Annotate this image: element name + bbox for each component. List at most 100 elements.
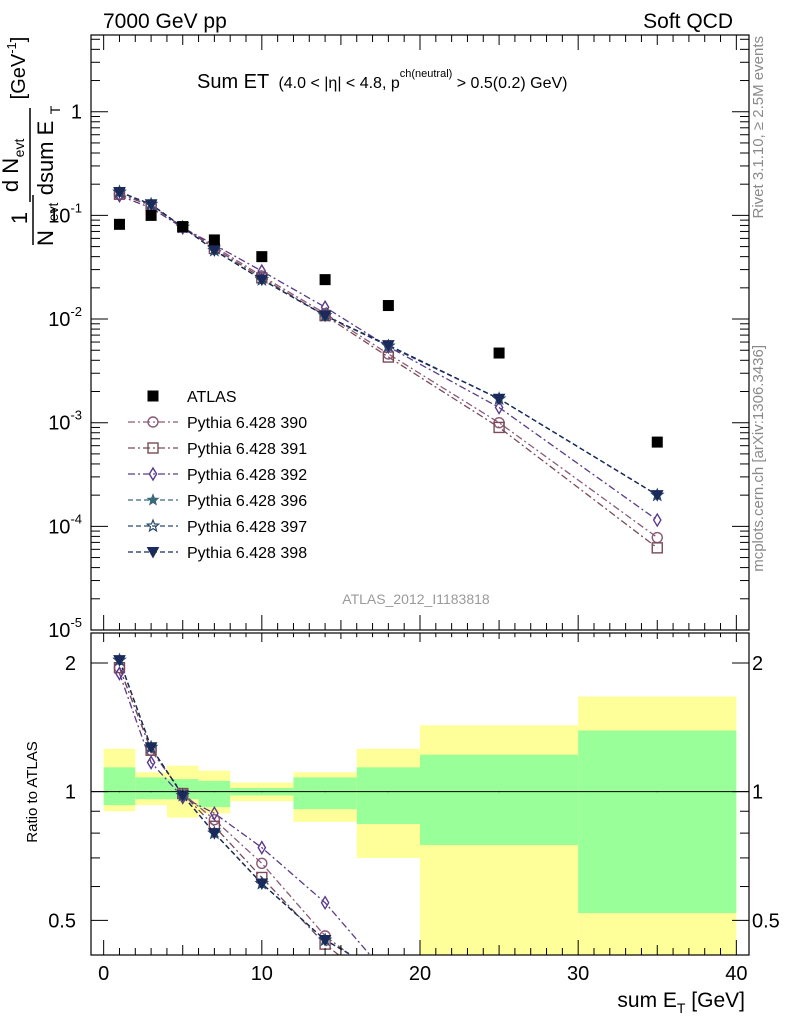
main-series xyxy=(112,184,665,554)
xlabel-sub: T xyxy=(677,1000,686,1016)
legend-label-2: Pythia 6.428 392 xyxy=(187,467,307,484)
ratio-y-tick-label: 2 xyxy=(65,653,76,675)
x-tick-label: 40 xyxy=(725,963,747,985)
legend-marker-5 xyxy=(146,547,160,559)
ratio-y-tick-label: 0.5 xyxy=(48,910,76,932)
ylabel-one: 1 xyxy=(7,212,32,224)
main-title-mid: | < 4.8, p xyxy=(337,75,400,92)
atlas-data-point xyxy=(493,347,505,359)
legend-marker-1 xyxy=(147,442,159,454)
ratio-series-2-point xyxy=(209,805,219,821)
atlas-data-point xyxy=(651,436,663,448)
y-tick-label-exp: -3 xyxy=(70,408,82,423)
ratio-series-0-point xyxy=(208,813,221,826)
main-title-lead: (4.0 < | xyxy=(278,75,328,92)
main-series-5-point xyxy=(650,490,664,502)
y-tick-label-base: 10 xyxy=(48,413,70,435)
ratio-series-0-point xyxy=(383,979,393,989)
y-tick-label-base: 10 xyxy=(48,620,70,642)
ratio-y-tick-label: 1 xyxy=(65,782,76,804)
main-series-1-point xyxy=(493,421,505,434)
side-text-bottom: mcplots.cern.ch [arXiv:1306.3436] xyxy=(750,345,767,572)
ratio-series-1-point xyxy=(383,990,393,1000)
ratio-series-0-point xyxy=(256,857,268,869)
ratio-data-point xyxy=(150,791,152,793)
ratio-series-4-point xyxy=(383,970,394,981)
legend: ATLAS Pythia 6.428 390 Pythia 6.428 391 Pyt… xyxy=(128,389,307,562)
ratio-band-green-8 xyxy=(578,730,737,914)
legend-label-0: Pythia 6.428 390 xyxy=(187,415,307,432)
y-tick-label: 10-5 xyxy=(48,615,82,642)
ylabel-unit-open: [GeV xyxy=(8,53,30,99)
ratio-series-2-point xyxy=(146,755,156,770)
x-axis-label: sum ET [GeV] xyxy=(617,989,745,1016)
ylabel-unit-exp: -1 xyxy=(4,42,19,54)
y-tick-label: 10-1 xyxy=(48,200,82,227)
ratio-band-green-6 xyxy=(356,767,420,825)
x-tick-label: 0 xyxy=(98,963,109,985)
ratio-series-line-5 xyxy=(118,659,353,955)
ylabel-dN: d N xyxy=(0,158,23,192)
header-left: 7000 GeV pp xyxy=(103,10,227,33)
ratio-series-2-point xyxy=(257,840,267,855)
ratio-band-green-1 xyxy=(135,777,167,800)
ratio-band-green-7 xyxy=(420,754,579,846)
y-tick-label: 10-3 xyxy=(48,408,82,435)
y-tick-label: 10-4 xyxy=(48,511,82,538)
ratio-data-point xyxy=(656,791,658,793)
xlabel-main: sum E xyxy=(617,989,677,1012)
ratio-series-5-point xyxy=(208,828,221,840)
analysis-watermark: ATLAS_2012_I1183818 xyxy=(342,591,490,607)
main-title-tail: > 0.5(0.2) GeV) xyxy=(452,75,567,92)
main-series-5-point xyxy=(255,274,269,287)
ratio-y-tick-label-right: 1 xyxy=(752,782,763,804)
ratio-data-point xyxy=(498,791,500,793)
main-series-5-point xyxy=(208,245,221,257)
legend-marker-4 xyxy=(145,518,161,533)
y-tick-label-exp: -4 xyxy=(70,511,82,526)
atlas-data-point xyxy=(256,251,268,263)
atlas-data-point xyxy=(319,274,331,286)
main-frame xyxy=(90,34,750,631)
ratio-series-line-2 xyxy=(118,673,371,955)
legend-atlas-marker xyxy=(147,390,159,402)
main-title-main: Sum ET xyxy=(197,71,269,93)
y-tick-label-base: 10 xyxy=(48,309,70,331)
x-tick-label: 10 xyxy=(251,963,273,985)
ratio-band-green-3 xyxy=(198,780,231,808)
main-series-5-point xyxy=(492,393,506,406)
atlas-data-point xyxy=(208,234,220,246)
main-series-5-point xyxy=(318,310,332,323)
header-right: Soft QCD xyxy=(643,10,733,33)
ratio-band-green-0 xyxy=(103,767,136,806)
ylabel-dsum: dsum E xyxy=(33,121,58,196)
atlas-data-point xyxy=(382,300,394,312)
ratio-series-line-0 xyxy=(118,667,352,955)
ratio-series-5-point xyxy=(318,934,332,947)
ylabel-evt: evt xyxy=(45,203,61,222)
ylabel-dN-evt: evt xyxy=(11,139,27,158)
main-series-1-point xyxy=(651,542,663,554)
legend-label-3: Pythia 6.428 396 xyxy=(187,493,307,510)
ylabel-unit: [GeV-1] xyxy=(4,37,30,100)
ratio-data-point xyxy=(118,791,120,793)
main-series-line-5 xyxy=(119,191,658,496)
atlas-data-point xyxy=(145,209,157,221)
ratio-band-green-5 xyxy=(293,777,357,810)
ratio-series-5-point xyxy=(113,655,126,667)
ratio-data-point xyxy=(213,791,215,793)
y-tick-label-exp: -5 xyxy=(70,615,82,630)
legend-label-5: Pythia 6.428 398 xyxy=(187,545,307,562)
x-tick-label: 30 xyxy=(567,963,589,985)
ratio-series-5-point xyxy=(176,790,190,802)
ratio-series-5-point xyxy=(383,972,394,982)
ylabel-T: T xyxy=(47,105,63,114)
y-tick-label: 1 xyxy=(71,102,82,124)
legend-label-4: Pythia 6.428 397 xyxy=(187,519,307,536)
ratio-series-2-point xyxy=(320,895,330,911)
main-series-2-point xyxy=(494,400,504,415)
main-title: Sum ET (4.0 < |η| < 4.8, pch(neutral) > … xyxy=(197,68,567,93)
y-tick-label-exp: -2 xyxy=(70,304,82,319)
